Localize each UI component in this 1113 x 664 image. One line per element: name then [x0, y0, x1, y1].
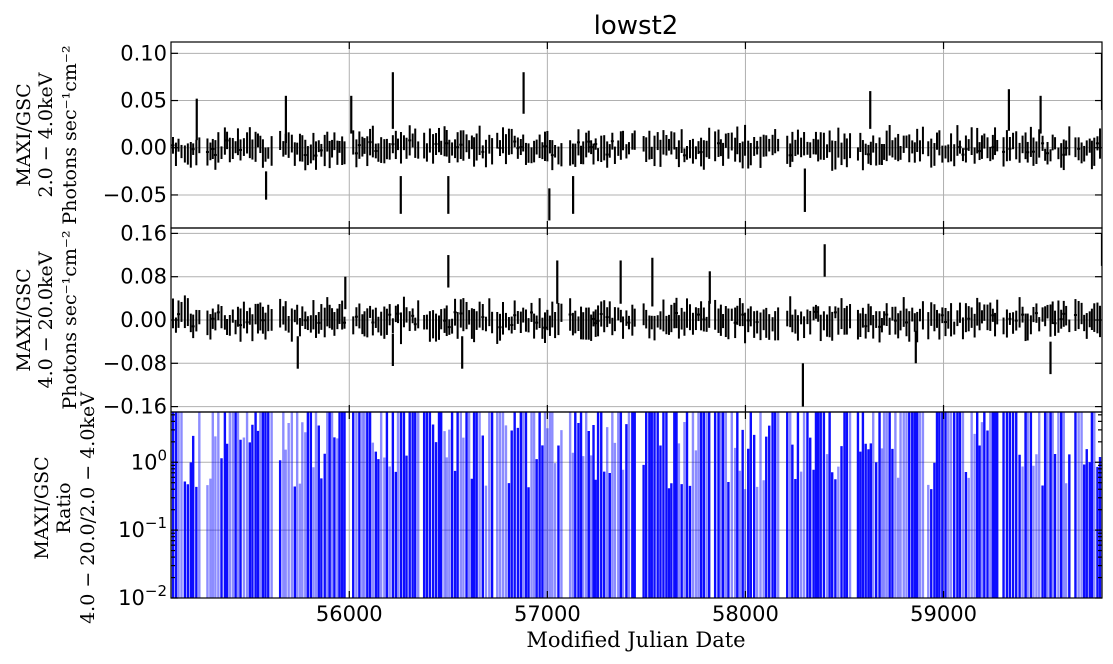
y-axis-label-middle-line-3: Photons sec⁻¹cm⁻² — [59, 230, 81, 409]
y-tick-label: 0.10 — [120, 41, 167, 65]
axes-frame — [170, 41, 1103, 229]
x-tick-label: 56000 — [316, 602, 383, 626]
panel-top: −0.05 0.00 0.05 0.10 — [103, 41, 1103, 229]
panel-bottom: 10−2 10−1 100 56000 57000 58000 59000 — [118, 411, 1103, 626]
y-axis-label-bottom-line-3: 4.0 − 20.0/2.0 − 4.0keV — [77, 392, 99, 624]
y-tick-label: 100 — [131, 446, 167, 474]
y-axis-label-bottom-line-1: MAXI/GSC — [31, 456, 53, 559]
y-tick-label: 10−2 — [118, 582, 167, 610]
data-marks — [171, 53, 1102, 221]
x-axis-label: Modified Julian Date — [526, 628, 745, 652]
y-tick-label: −0.05 — [103, 183, 167, 207]
axes-frame — [170, 411, 1103, 599]
x-tick-label: 57000 — [514, 602, 581, 626]
y-axis-label-middle-line-1: MAXI/GSC — [13, 268, 35, 371]
y-tick-label: 0.08 — [120, 265, 167, 289]
chart-title: lowst2 — [594, 11, 679, 41]
y-axis-label-top-line-1: MAXI/GSC — [13, 83, 35, 186]
x-tick-label: 59000 — [910, 602, 977, 626]
y-tick-label: 0.00 — [120, 308, 167, 332]
y-tick-label: 0.05 — [120, 89, 167, 113]
y-tick-label: 10−1 — [118, 514, 167, 542]
y-tick-label: −0.08 — [103, 351, 167, 375]
y-axis-label-top-line-3: Photons sec⁻¹cm⁻² — [59, 45, 81, 224]
y-tick-label: 0.00 — [120, 136, 167, 160]
x-tick-label: 58000 — [712, 602, 779, 626]
y-axis-label-bottom-line-2: Ratio — [53, 482, 75, 533]
y-tick-label: −0.16 — [103, 395, 167, 419]
y-axis-label-top-line-2: 2.0 − 4.0keV — [35, 72, 57, 197]
data-marks — [171, 412, 1102, 598]
y-tick-label: 0.16 — [120, 221, 167, 245]
y-axis-label-middle-line-2: 4.0 − 20.0keV — [35, 251, 57, 388]
panel-middle: −0.16 −0.08 0.00 0.08 0.16 — [103, 221, 1103, 419]
data-marks — [171, 233, 1102, 407]
